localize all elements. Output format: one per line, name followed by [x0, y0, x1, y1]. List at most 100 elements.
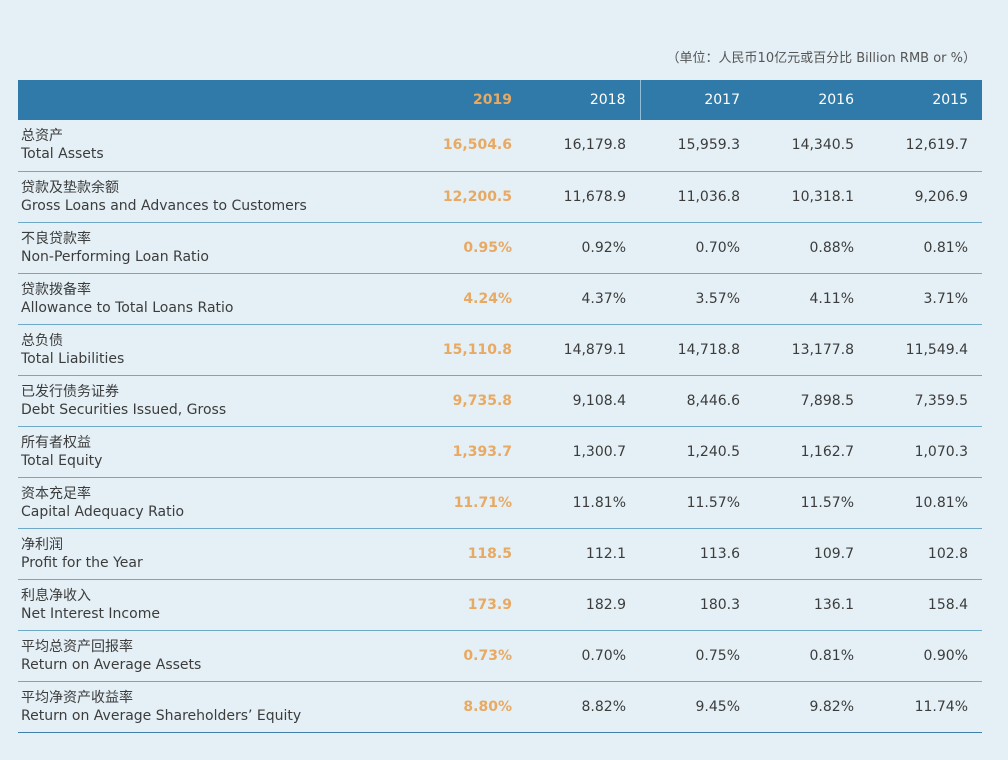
table-body: 总资产 Total Assets 16,504.6 16,179.8 15,959.3 1…: [18, 120, 982, 733]
table-row: 平均总资产回报率 Return on Average Assets 0.73% 0.7…: [18, 630, 982, 682]
value-cell-2019: 0.95%: [412, 222, 526, 274]
value-cell-2019: 1,393.7: [412, 426, 526, 478]
value-cell-2015: 3.71%: [868, 273, 982, 325]
row-label: 贷款拨备率 Allowance to Total Loans Ratio: [18, 273, 412, 325]
header-row: 2019 2018 2017 2016 2015: [18, 80, 982, 120]
table-row: 净利润 Profit for the Year 118.5 112.1 113.6 109…: [18, 528, 982, 580]
value-cell-2015: 12,619.7: [868, 120, 982, 172]
row-label-en: Capital Adequacy Ratio: [21, 503, 185, 520]
table-header: 2019 2018 2017 2016 2015: [18, 80, 982, 120]
row-label-en: Allowance to Total Loans Ratio: [21, 299, 234, 316]
row-label-zh: 贷款拨备率: [21, 281, 91, 298]
year-header-2017: 2017: [639, 80, 754, 120]
value-cell-2017: 180.3: [640, 579, 754, 631]
row-label: 利息净收入 Net Interest Income: [18, 579, 412, 631]
value-cell-2019: 12,200.5: [412, 171, 526, 223]
row-label: 所有者权益 Total Equity: [18, 426, 412, 478]
row-label: 平均总资产回报率 Return on Average Assets: [18, 630, 412, 682]
table-row: 总资产 Total Assets 16,504.6 16,179.8 15,959.3 1…: [18, 120, 982, 172]
row-label-zh: 所有者权益: [21, 434, 91, 451]
value-cell-2016: 10,318.1: [754, 171, 868, 223]
value-cell-2019: 118.5: [412, 528, 526, 580]
row-label-en: Net Interest Income: [21, 605, 160, 622]
value-cell-2019: 0.73%: [412, 630, 526, 682]
value-cell-2016: 9.82%: [754, 681, 868, 733]
value-cell-2018: 8.82%: [526, 681, 640, 733]
value-cell-2018: 182.9: [526, 579, 640, 631]
value-cell-2018: 0.70%: [526, 630, 640, 682]
value-cell-2019: 8.80%: [412, 681, 526, 733]
row-label-zh: 利息净收入: [21, 587, 91, 604]
row-label: 总资产 Total Assets: [18, 120, 412, 172]
table-row: 已发行债务证券 Debt Securities Issued, Gross 9,73…: [18, 375, 982, 427]
value-cell-2015: 11,549.4: [868, 324, 982, 376]
table-row: 资本充足率 Capital Adequacy Ratio 11.71% 11.81% 1…: [18, 477, 982, 529]
value-cell-2015: 10.81%: [868, 477, 982, 529]
value-cell-2019: 4.24%: [412, 273, 526, 325]
table-row: 贷款及垫款余额 Gross Loans and Advances to Custo…: [18, 171, 982, 223]
value-cell-2019: 11.71%: [412, 477, 526, 529]
row-label-en: Gross Loans and Advances to Customers: [21, 197, 307, 214]
year-header-2019: 2019: [473, 92, 512, 108]
value-cell-2016: 109.7: [754, 528, 868, 580]
value-cell-2019: 16,504.6: [412, 120, 526, 172]
value-cell-2017: 0.70%: [640, 222, 754, 274]
value-cell-2018: 1,300.7: [526, 426, 640, 478]
value-cell-2017: 0.75%: [640, 630, 754, 682]
value-cell-2015: 158.4: [868, 579, 982, 631]
value-cell-2019: 9,735.8: [412, 375, 526, 427]
value-cell-2017: 8,446.6: [640, 375, 754, 427]
table-row: 不良贷款率 Non-Performing Loan Ratio 0.95% 0.92%…: [18, 222, 982, 274]
row-label-zh: 贷款及垫款余额: [21, 179, 119, 196]
value-cell-2015: 11.74%: [868, 681, 982, 733]
value-cell-2016: 11.57%: [754, 477, 868, 529]
value-cell-2016: 0.88%: [754, 222, 868, 274]
row-label: 净利润 Profit for the Year: [18, 528, 412, 580]
row-label-zh: 不良贷款率: [21, 230, 91, 247]
value-cell-2017: 11.57%: [640, 477, 754, 529]
value-cell-2018: 9,108.4: [526, 375, 640, 427]
row-label-zh: 平均总资产回报率: [21, 638, 133, 655]
row-label: 平均净资产收益率 Return on Average Shareholders’ …: [18, 681, 412, 733]
value-cell-2018: 0.92%: [526, 222, 640, 274]
value-cell-2018: 112.1: [526, 528, 640, 580]
financial-highlights-table: 2019 2018 2017 2016 2015 总资产 Total Assets…: [18, 80, 982, 733]
unit-note: （单位：人民币10亿元或百分比 Billion RMB or %）: [666, 51, 976, 66]
row-label-zh: 已发行债务证券: [21, 383, 119, 400]
value-cell-2016: 7,898.5: [754, 375, 868, 427]
row-label-en: Debt Securities Issued, Gross: [21, 401, 227, 418]
row-label: 贷款及垫款余额 Gross Loans and Advances to Custo…: [18, 171, 412, 223]
year-header-2016: 2016: [818, 92, 854, 108]
value-cell-2015: 9,206.9: [868, 171, 982, 223]
value-cell-2018: 11.81%: [526, 477, 640, 529]
row-label-en: Return on Average Shareholders’ Equity: [21, 707, 302, 724]
value-cell-2016: 4.11%: [754, 273, 868, 325]
row-label-en: Return on Average Assets: [21, 656, 202, 673]
row-label: 不良贷款率 Non-Performing Loan Ratio: [18, 222, 412, 274]
value-cell-2017: 3.57%: [640, 273, 754, 325]
value-cell-2017: 113.6: [640, 528, 754, 580]
table-row: 总负债 Total Liabilities 15,110.8 14,879.1 14,7…: [18, 324, 982, 376]
row-label-zh: 资本充足率: [21, 485, 91, 502]
row-label-en: Non-Performing Loan Ratio: [21, 248, 209, 265]
value-cell-2018: 16,179.8: [526, 120, 640, 172]
value-cell-2018: 14,879.1: [526, 324, 640, 376]
row-label-en: Total Assets: [21, 146, 104, 163]
row-label-zh: 平均净资产收益率: [21, 689, 133, 706]
value-cell-2018: 4.37%: [526, 273, 640, 325]
value-cell-2019: 173.9: [412, 579, 526, 631]
value-cell-2017: 11,036.8: [640, 171, 754, 223]
value-cell-2017: 15,959.3: [640, 120, 754, 172]
row-label-en: Profit for the Year: [21, 554, 143, 571]
row-label: 资本充足率 Capital Adequacy Ratio: [18, 477, 412, 529]
label-column-header: [18, 80, 412, 120]
year-header-2015: 2015: [932, 92, 968, 108]
row-label-zh: 净利润: [21, 536, 63, 553]
table-row: 贷款拨备率 Allowance to Total Loans Ratio 4.24%…: [18, 273, 982, 325]
value-cell-2018: 11,678.9: [526, 171, 640, 223]
table-row: 所有者权益 Total Equity 1,393.7 1,300.7 1,240.5 1,…: [18, 426, 982, 478]
value-cell-2016: 1,162.7: [754, 426, 868, 478]
row-label: 已发行债务证券 Debt Securities Issued, Gross: [18, 375, 412, 427]
table-row: 平均净资产收益率 Return on Average Shareholders’ …: [18, 681, 982, 733]
row-label-en: Total Liabilities: [21, 350, 125, 367]
